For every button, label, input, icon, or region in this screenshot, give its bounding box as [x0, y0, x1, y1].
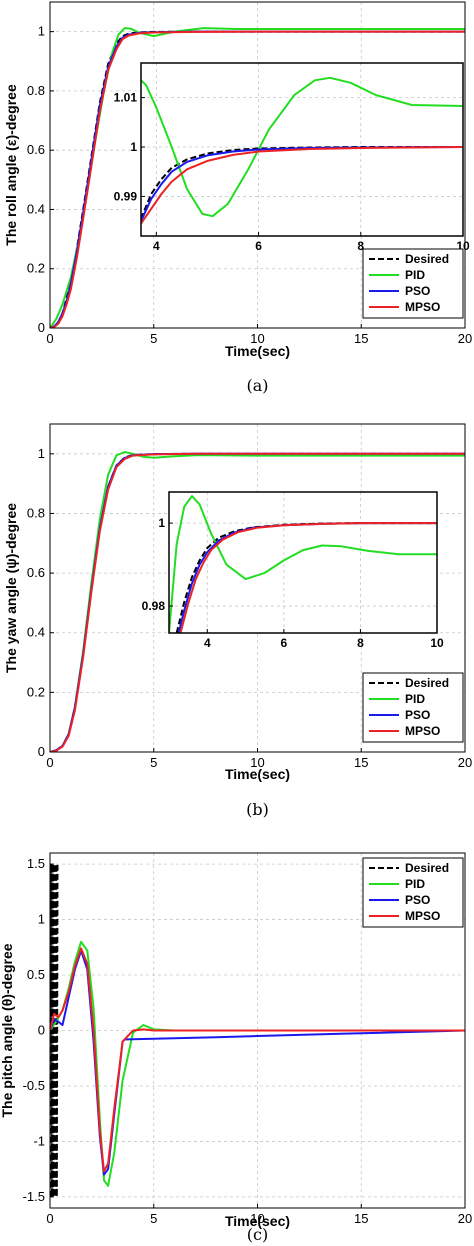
- x-tick-label: 10: [250, 331, 264, 346]
- series-line-mpso: [50, 452, 465, 752]
- x-tick-label: 10: [250, 755, 264, 770]
- inset-x-tick-label: 4: [153, 239, 160, 253]
- series-group: [50, 451, 465, 752]
- x-axis-label: Time(sec): [225, 1213, 290, 1229]
- y-axis-label: The yaw angle (ψ)-degree: [3, 503, 19, 673]
- y-tick-label: 1: [38, 446, 45, 461]
- inset-y-tick-label: 0.99: [114, 189, 138, 203]
- series-line-mpso: [50, 30, 465, 328]
- legend-label-desired: Desired: [405, 252, 449, 266]
- inset-area: [169, 492, 437, 633]
- figure-caption: (b): [246, 800, 269, 819]
- inset-series-group: [141, 76, 463, 225]
- y-tick-label: 0.2: [27, 684, 45, 699]
- inset-x-tick-label: 6: [255, 239, 262, 253]
- legend-label-pso: PSO: [405, 893, 430, 907]
- y-tick-label: 0: [38, 320, 45, 335]
- legend-label-desired: Desired: [405, 676, 449, 690]
- inset-series-line-pid: [141, 76, 463, 218]
- inset-x-tick-label: 8: [357, 636, 364, 650]
- inset-series-group: [169, 495, 437, 633]
- y-tick-label: 1: [38, 24, 45, 39]
- inset-plot: 4 6 8 10 0.98 1: [142, 491, 444, 650]
- x-tick-label: 0: [46, 331, 53, 346]
- figure-caption: (a): [246, 376, 268, 395]
- series-line-mpso: [50, 947, 465, 1173]
- y-tick-label: 1.5: [27, 856, 45, 871]
- x-tick-label: 5: [150, 331, 157, 346]
- y-tick-label: 0.4: [27, 201, 45, 216]
- inset-y-tick-label: 1: [130, 140, 137, 154]
- inset-y-tick-label: 0.98: [142, 599, 166, 613]
- y-tick-label: -1: [33, 1133, 45, 1148]
- legend: Desired PID PSO MPSO: [362, 248, 464, 319]
- legend-label-desired: Desired: [405, 861, 449, 875]
- legend-label-pid: PID: [405, 268, 425, 282]
- legend-label-pso: PSO: [405, 284, 430, 298]
- x-tick-label: 20: [458, 331, 472, 346]
- inset-y-tick-label: 1.01: [114, 91, 138, 105]
- y-axis-label: The roll angle (ε)-degree: [3, 84, 19, 246]
- y-tick-label: 0.6: [27, 565, 45, 580]
- x-tick-label: 15: [354, 331, 368, 346]
- figure-caption: (c): [247, 1225, 268, 1244]
- inset-frame: [140, 62, 464, 237]
- y-tick-label: 0.5: [27, 967, 45, 982]
- x-tick-label: 0: [46, 755, 53, 770]
- x-tick-label: 15: [354, 1211, 368, 1226]
- inset-y-tick-label: 1: [158, 516, 165, 530]
- y-tick-label: 0.8: [27, 83, 45, 98]
- y-tick-label: 0.4: [27, 625, 45, 640]
- x-tick-label: 15: [354, 755, 368, 770]
- x-tick-label: 10: [250, 1211, 264, 1226]
- y-tick-label: 0: [38, 1023, 45, 1038]
- y-tick-label: 0.8: [27, 505, 45, 520]
- inset-frame: [168, 491, 438, 634]
- legend-label-pid: PID: [405, 877, 425, 891]
- chart-panel-0: 0 5 10 15 20 0 0.2 0.4 0.6 0.8 1 Time(sec) The roll …: [3, 1, 472, 395]
- x-tick-label: 20: [458, 1211, 472, 1226]
- x-tick-label: 20: [458, 755, 472, 770]
- y-axis-label: The pitch angle (θ)-degree: [0, 943, 15, 1117]
- x-tick-label: 0: [46, 1211, 53, 1226]
- y-tick-label: -0.5: [23, 1078, 45, 1093]
- inset-series-line-mpso: [179, 522, 437, 633]
- inset-series-line-mpso: [141, 146, 463, 225]
- legend: Desired PID PSO MPSO: [362, 857, 464, 928]
- y-tick-label: 1: [38, 912, 45, 927]
- y-tick-label: 0.2: [27, 261, 45, 276]
- inset-x-tick-label: 8: [357, 239, 364, 253]
- legend-label-mpso: MPSO: [405, 909, 440, 923]
- x-tick-label: 5: [150, 755, 157, 770]
- inset-x-tick-label: 10: [430, 636, 444, 650]
- inset-x-tick-label: 6: [281, 636, 288, 650]
- legend-label-pid: PID: [405, 692, 425, 706]
- legend: Desired PID PSO MPSO: [362, 672, 464, 743]
- inset-x-tick-label: 4: [204, 636, 211, 650]
- series-group: [50, 27, 465, 328]
- x-axis-label: Time(sec): [225, 766, 290, 782]
- x-tick-label: 5: [150, 1211, 157, 1226]
- legend-label-pso: PSO: [405, 708, 430, 722]
- y-tick-label: 0: [38, 744, 45, 759]
- y-tick-label: 0.6: [27, 142, 45, 157]
- inset-series-line-pid: [169, 495, 437, 633]
- legend-label-mpso: MPSO: [405, 724, 440, 738]
- chart-panel-2: 0 5 10 15 20 -1.5 -1 -0.5 0 0.5 1 1.5 Time(sec) The p…: [0, 852, 472, 1244]
- y-tick-label: -1.5: [23, 1189, 45, 1204]
- chart-panel-1: 0 5 10 15 20 0 0.2 0.4 0.6 0.8 1 Time(sec) The yaw a…: [3, 423, 472, 819]
- x-axis-label: Time(sec): [225, 343, 290, 359]
- legend-label-mpso: MPSO: [405, 300, 440, 314]
